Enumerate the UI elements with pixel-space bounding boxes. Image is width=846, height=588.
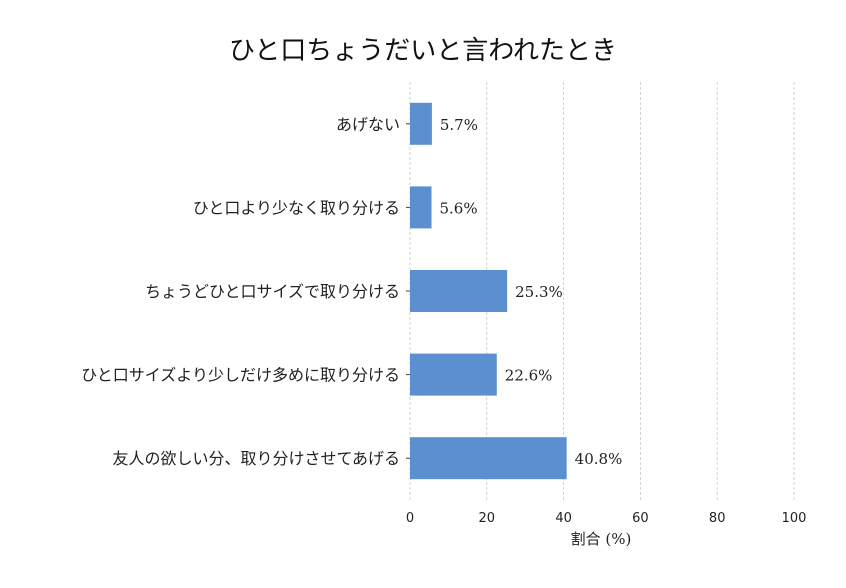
x-tick-label: 60	[632, 511, 649, 526]
data-label: 25.3%	[515, 283, 563, 301]
x-tick-label: 0	[406, 511, 414, 526]
bar	[410, 186, 432, 229]
x-axis-label: 割合 (%)	[571, 530, 632, 548]
data-label: 40.8%	[575, 450, 623, 468]
category-label: あげない	[336, 115, 400, 134]
bar	[410, 437, 567, 480]
x-tick-label: 100	[782, 511, 807, 526]
x-tick-label: 80	[709, 511, 726, 526]
category-label: ひと口より少なく取り分ける	[193, 198, 400, 217]
data-label: 5.7%	[440, 116, 478, 134]
category-label: ちょうどひと口サイズで取り分ける	[145, 282, 400, 301]
x-tick-label: 20	[479, 511, 496, 526]
chart-title: ひと口ちょうだいと言われたとき	[229, 36, 617, 66]
bar	[410, 353, 497, 396]
bar	[410, 270, 508, 312]
x-tick-label: 40	[555, 511, 572, 526]
bars	[410, 102, 567, 480]
data-label: 22.6%	[505, 367, 553, 385]
labels: 0 20 40 60 80 100 あげない 5.7% ひと口より少なく取り分ける 5.6% ちょう…	[81, 115, 806, 526]
grid-lines	[406, 82, 795, 500]
category-label: ひと口サイズより少しだけ多めに取り分ける	[81, 366, 400, 385]
category-label: 友人の欲しい分、取り分けさせてあげる	[112, 449, 400, 468]
data-label: 5.6%	[440, 199, 478, 217]
bar	[410, 102, 432, 145]
